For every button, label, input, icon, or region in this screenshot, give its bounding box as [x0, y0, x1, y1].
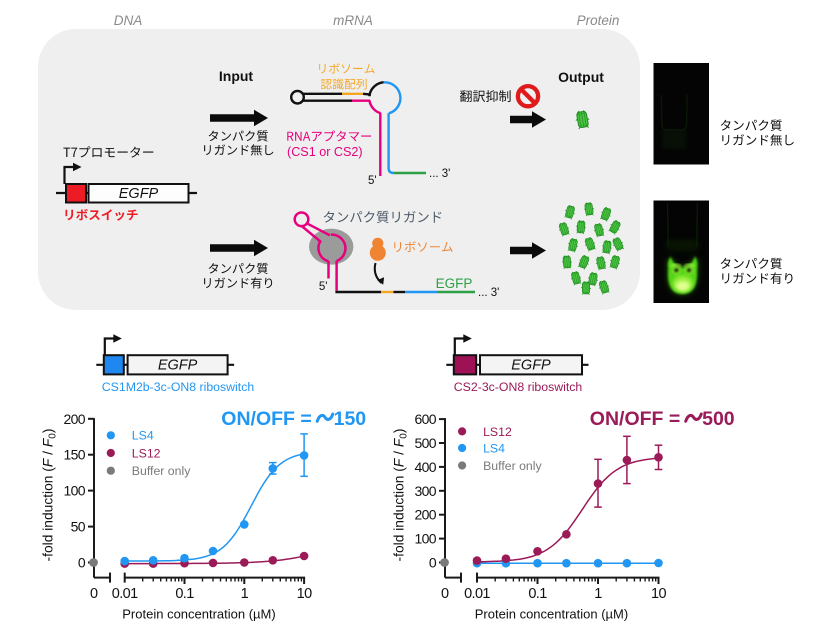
- svg-text:EGFP: EGFP: [119, 186, 159, 202]
- svg-text:0: 0: [90, 586, 98, 602]
- svg-text:Buffer only: Buffer only: [132, 464, 191, 478]
- svg-text:LS4: LS4: [132, 429, 154, 443]
- svg-text:0: 0: [429, 555, 437, 571]
- svg-text:-fold induction (F / F0): -fold induction (F / F0): [392, 429, 410, 562]
- svg-text:Input: Input: [219, 68, 254, 84]
- svg-text:EGFP: EGFP: [511, 358, 551, 374]
- svg-text:(CS1 or CS2): (CS1 or CS2): [287, 145, 363, 159]
- svg-text:DNA: DNA: [114, 13, 143, 28]
- svg-text:500: 500: [702, 408, 735, 430]
- svg-text:LS4: LS4: [483, 441, 505, 455]
- svg-text:Protein: Protein: [577, 13, 620, 28]
- svg-text:300: 300: [414, 483, 436, 499]
- svg-text:EGFP: EGFP: [158, 358, 198, 374]
- svg-text:LS12: LS12: [483, 425, 512, 439]
- svg-text:ON/OFF =: ON/OFF =: [221, 408, 311, 430]
- svg-text:200: 200: [63, 411, 85, 427]
- svg-text:... 3': ... 3': [478, 287, 499, 299]
- svg-text:0.1: 0.1: [175, 586, 194, 602]
- svg-text:EGFP: EGFP: [436, 276, 473, 291]
- svg-text:1: 1: [594, 586, 602, 602]
- svg-text:0.01: 0.01: [464, 586, 490, 602]
- svg-text:Protein concentration (µM): Protein concentration (µM): [122, 607, 275, 622]
- svg-text:CS2-3c-ON8 riboswitch: CS2-3c-ON8 riboswitch: [454, 380, 583, 394]
- svg-text:mRNA: mRNA: [333, 13, 373, 28]
- svg-text:100: 100: [63, 483, 85, 499]
- svg-text:400: 400: [414, 459, 436, 475]
- svg-text:0: 0: [78, 555, 86, 571]
- svg-text:0.01: 0.01: [112, 586, 138, 602]
- svg-text:600: 600: [414, 411, 436, 427]
- svg-text:0.1: 0.1: [528, 586, 547, 602]
- svg-text:... 3': ... 3': [429, 168, 450, 180]
- svg-text:50: 50: [71, 519, 86, 535]
- svg-text:ON/OFF =: ON/OFF =: [590, 408, 680, 430]
- svg-text:10: 10: [297, 586, 312, 602]
- svg-text:5': 5': [368, 175, 377, 187]
- svg-text:Protein concentration (µM): Protein concentration (µM): [475, 607, 628, 622]
- svg-text:200: 200: [414, 507, 436, 523]
- svg-text:500: 500: [414, 435, 436, 451]
- svg-text:5': 5': [319, 281, 328, 293]
- svg-text:100: 100: [414, 531, 436, 547]
- svg-text:-fold induction (F / F0): -fold induction (F / F0): [41, 429, 59, 562]
- svg-text:150: 150: [334, 408, 367, 430]
- svg-text:LS12: LS12: [132, 446, 161, 460]
- svg-text:CS1M2b-3c-ON8 riboswitch: CS1M2b-3c-ON8 riboswitch: [102, 380, 255, 394]
- svg-text:Buffer only: Buffer only: [483, 459, 542, 473]
- svg-text:Output: Output: [558, 69, 604, 85]
- svg-text:1: 1: [241, 586, 249, 602]
- svg-text:10: 10: [651, 586, 666, 602]
- svg-text:150: 150: [63, 447, 85, 463]
- svg-text:0: 0: [441, 586, 449, 602]
